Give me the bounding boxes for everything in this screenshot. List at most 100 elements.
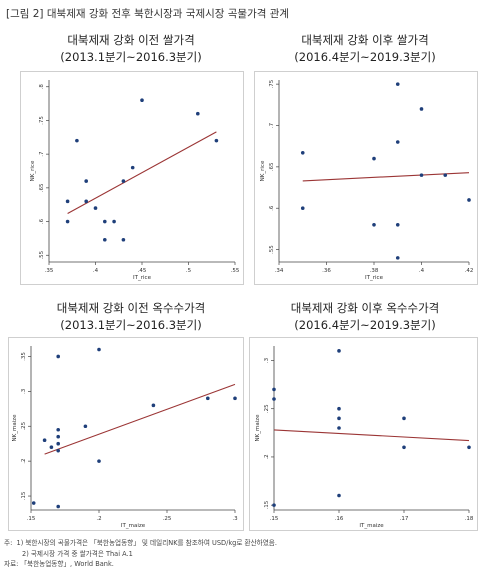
x-axis-title: IT_maize bbox=[359, 523, 384, 529]
data-point bbox=[97, 459, 101, 463]
data-point bbox=[75, 138, 79, 143]
data-point bbox=[49, 445, 54, 449]
y-tick-label: .2 bbox=[264, 454, 270, 459]
data-point bbox=[97, 347, 101, 352]
note-1-text: 1) 북한시장의 곡물가격은 「북한농업동향」 및 데일리NK를 참조하여 US… bbox=[16, 539, 277, 547]
data-point bbox=[402, 445, 406, 450]
note-1: 주: 1) 북한시장의 곡물가격은 「북한농업동향」 및 데일리NK를 참조하여… bbox=[4, 538, 277, 549]
fitted-line bbox=[273, 429, 470, 442]
x-tick-label: .25 bbox=[163, 516, 172, 522]
data-point bbox=[372, 222, 376, 227]
source-note: 자료: 「북한농업동향」, World Bank. bbox=[4, 560, 114, 568]
data-point bbox=[65, 219, 70, 224]
x-tick-label: .45 bbox=[138, 268, 147, 274]
y-tick-label: .35 bbox=[21, 352, 27, 361]
data-point bbox=[93, 206, 98, 210]
y-axis-title: NK_maize bbox=[12, 414, 18, 442]
panel-3-title: 대북제재 강화 이전 옥수수가격 (2013.1분기~2016.3분기) bbox=[20, 300, 242, 334]
data-point bbox=[300, 151, 305, 155]
y-tick-label: .65 bbox=[39, 183, 45, 192]
x-tick-label: .4 bbox=[419, 268, 425, 274]
x-axis-title: IT_rice bbox=[365, 275, 384, 281]
data-point bbox=[103, 237, 107, 242]
y-tick-label: .25 bbox=[264, 404, 270, 413]
x-tick-label: .38 bbox=[370, 268, 379, 274]
data-point bbox=[103, 219, 107, 224]
data-point bbox=[419, 107, 424, 111]
data-point bbox=[395, 222, 400, 227]
y-tick-label: .6 bbox=[39, 218, 45, 224]
chart-frame-4: .15 .16 .17 .18 .15 .2 .25 .3 IT_maize NK_maize bbox=[249, 337, 478, 531]
data-point bbox=[337, 426, 341, 430]
fitted-line bbox=[302, 172, 470, 182]
panel-3-title-line2: (2013.1분기~2016.3분기) bbox=[60, 318, 202, 332]
data-point bbox=[337, 349, 341, 353]
x-tick-label: .36 bbox=[322, 268, 331, 274]
y-tick-label: .55 bbox=[269, 245, 275, 254]
data-point bbox=[112, 219, 116, 224]
figure-title: [그림 2] 대북제재 강화 전후 북한시장과 국제시장 곡물가격 관계 bbox=[6, 8, 290, 20]
y-tick-label: .25 bbox=[21, 421, 27, 430]
fitted-line bbox=[44, 383, 236, 455]
data-point bbox=[206, 396, 210, 401]
data-point bbox=[337, 406, 341, 411]
x-tick-label: .35 bbox=[45, 268, 54, 274]
x-tick-label: .15 bbox=[270, 516, 279, 522]
y-tick-label: .15 bbox=[264, 500, 270, 509]
data-point bbox=[233, 396, 237, 401]
data-point bbox=[56, 448, 60, 453]
panel-1-title-line1: 대북제재 강화 이전 쌀가격 bbox=[67, 33, 195, 47]
panel-1-title: 대북제재 강화 이전 쌀가격 (2013.1분기~2016.3분기) bbox=[20, 32, 242, 66]
data-point bbox=[467, 198, 471, 202]
y-axis-title: NK_rice bbox=[260, 160, 266, 181]
x-tick-label: .16 bbox=[335, 516, 344, 522]
y-tick-label: .8 bbox=[39, 84, 45, 90]
data-point bbox=[84, 199, 88, 204]
panel-4-title: 대북제재 강화 이후 옥수수가격 (2016.4분기~2019.3분기) bbox=[254, 300, 476, 334]
x-tick-label: .34 bbox=[275, 268, 284, 274]
y-axis-title: NK_rice bbox=[30, 160, 36, 181]
data-point bbox=[419, 173, 424, 177]
x-tick-label: .4 bbox=[93, 268, 99, 274]
scatter-chart-maize-before: .15 .2 .25 .3 .15 .2 .25 .3 .35 IT_maize NK_maize bbox=[12, 346, 238, 529]
y-tick-label: .6 bbox=[269, 205, 275, 211]
y-tick-label: .7 bbox=[39, 151, 45, 157]
data-point bbox=[402, 416, 406, 421]
data-point bbox=[395, 140, 400, 144]
data-point bbox=[56, 504, 60, 509]
data-point bbox=[272, 397, 276, 401]
y-axis-title: NK_maize bbox=[255, 414, 261, 442]
data-point bbox=[196, 111, 200, 116]
chart-frame-1: .35 .4 .45 .5 .55 .55 .6 .65 .7 .75 .8 IT_rice NK_ri… bbox=[20, 71, 244, 285]
x-tick-label: .55 bbox=[231, 268, 240, 274]
y-tick-label: .15 bbox=[21, 491, 27, 500]
panel-4-title-line1: 대북제재 강화 이후 옥수수가격 bbox=[290, 301, 440, 315]
panel-3-title-line1: 대북제재 강화 이전 옥수수가격 bbox=[56, 301, 206, 315]
figure-notes: 주: 1) 북한시장의 곡물가격은 「북한농업동향」 및 데일리NK를 참조하여… bbox=[4, 538, 277, 570]
data-point bbox=[337, 416, 341, 421]
data-point bbox=[151, 403, 156, 408]
data-point bbox=[337, 493, 341, 498]
chart-frame-2: .34 .36 .38 .4 .42 .55 .6 .65 .7 .75 IT_rice NK_ric… bbox=[254, 71, 478, 285]
y-tick-label: .75 bbox=[269, 79, 275, 88]
data-point bbox=[140, 98, 144, 103]
x-tick-label: .17 bbox=[400, 516, 409, 522]
data-point bbox=[214, 138, 219, 143]
x-tick-label: .18 bbox=[465, 516, 474, 522]
fitted-line bbox=[67, 131, 217, 214]
x-tick-label: .42 bbox=[465, 268, 474, 274]
data-point bbox=[372, 156, 376, 161]
x-tick-label: .15 bbox=[27, 516, 36, 522]
scatter-chart-maize-after: .15 .16 .17 .18 .15 .2 .25 .3 IT_maize NK_maize bbox=[255, 346, 474, 529]
data-point bbox=[443, 173, 448, 177]
note-1-prefix: 주: bbox=[4, 539, 13, 547]
y-tick-label: .3 bbox=[21, 388, 27, 394]
y-tick-label: .3 bbox=[264, 357, 270, 363]
x-tick-label: .2 bbox=[96, 516, 101, 522]
panel-2-title-line1: 대북제재 강화 이후 쌀가격 bbox=[301, 33, 429, 47]
data-point bbox=[272, 503, 276, 507]
x-tick-label: .5 bbox=[186, 268, 192, 274]
y-tick-label: .55 bbox=[39, 250, 45, 259]
data-point bbox=[84, 179, 88, 183]
data-point bbox=[395, 82, 400, 86]
